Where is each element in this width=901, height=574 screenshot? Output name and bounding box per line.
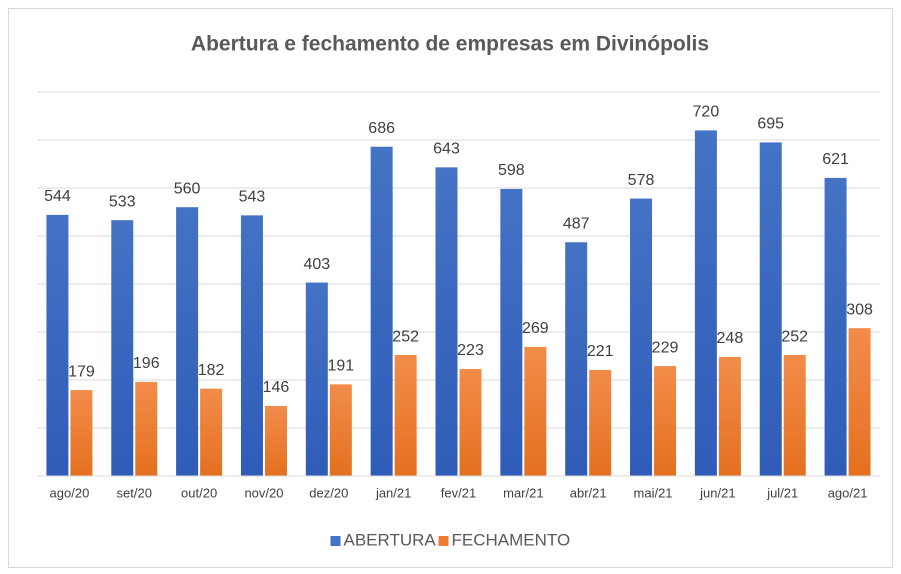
value-label: 252 (781, 328, 808, 345)
x-tick-label: jun/21 (699, 485, 735, 500)
value-label: 196 (133, 355, 160, 372)
bar (305, 282, 328, 476)
x-tick-label: abr/21 (570, 485, 607, 500)
value-label: 598 (498, 162, 525, 179)
bar (565, 242, 588, 476)
bar (394, 355, 417, 476)
bar (589, 369, 612, 476)
value-label: 252 (392, 328, 419, 345)
bar (176, 207, 199, 476)
bar (200, 388, 223, 476)
x-tick-label: set/20 (117, 485, 152, 500)
legend-label: ABERTURA (344, 530, 437, 549)
bar (848, 328, 871, 476)
value-label: 248 (717, 330, 744, 347)
x-tick-label: mai/21 (634, 485, 673, 500)
value-label: 179 (68, 363, 95, 380)
bar (654, 366, 677, 476)
bar (630, 198, 653, 476)
bar (524, 346, 547, 476)
bar (824, 177, 847, 477)
value-label: 223 (457, 342, 484, 359)
x-tick-label: fev/21 (441, 485, 476, 500)
value-label: 544 (44, 188, 71, 205)
value-label: 269 (522, 320, 549, 337)
value-label: 146 (263, 379, 290, 396)
bar (694, 130, 717, 476)
x-tick-label: out/20 (181, 485, 217, 500)
value-label: 182 (198, 362, 225, 379)
value-label: 720 (693, 104, 720, 121)
value-label: 403 (303, 256, 330, 273)
bar (111, 220, 134, 476)
value-label: 191 (327, 358, 354, 375)
value-label: 221 (587, 343, 614, 360)
legend-swatch (438, 536, 449, 546)
bar (135, 381, 158, 476)
value-label: 621 (822, 151, 849, 168)
x-tick-label: mar/21 (503, 485, 543, 500)
bar (240, 215, 263, 477)
value-label: 533 (109, 193, 136, 210)
value-label: 543 (239, 189, 266, 206)
value-label: 560 (174, 180, 201, 197)
bar (329, 384, 352, 476)
chart-title: Abertura e fechamento de empresas em Div… (191, 33, 709, 56)
value-label: 578 (628, 172, 655, 189)
bar (435, 167, 458, 477)
x-tick-label: jul/21 (766, 485, 798, 500)
value-label: 487 (563, 215, 590, 232)
bar (459, 368, 482, 476)
legend-swatch (330, 536, 341, 546)
x-tick-label: nov/20 (244, 485, 283, 500)
bar (759, 142, 782, 476)
value-label: 695 (757, 116, 784, 133)
bar (264, 405, 287, 476)
bar (718, 356, 741, 476)
bar (70, 390, 93, 476)
bar (370, 146, 393, 476)
bar (500, 188, 523, 476)
bar (46, 214, 69, 476)
value-label: 229 (652, 339, 679, 356)
x-tick-label: jan/21 (375, 485, 411, 500)
value-label: 686 (368, 120, 395, 137)
x-tick-label: ago/21 (828, 485, 868, 500)
bar (783, 355, 806, 476)
value-label: 308 (846, 301, 873, 318)
value-label: 643 (433, 141, 460, 158)
x-tick-label: dez/20 (309, 485, 348, 500)
x-tick-label: ago/20 (50, 485, 90, 500)
legend-label: FECHAMENTO (452, 530, 571, 549)
